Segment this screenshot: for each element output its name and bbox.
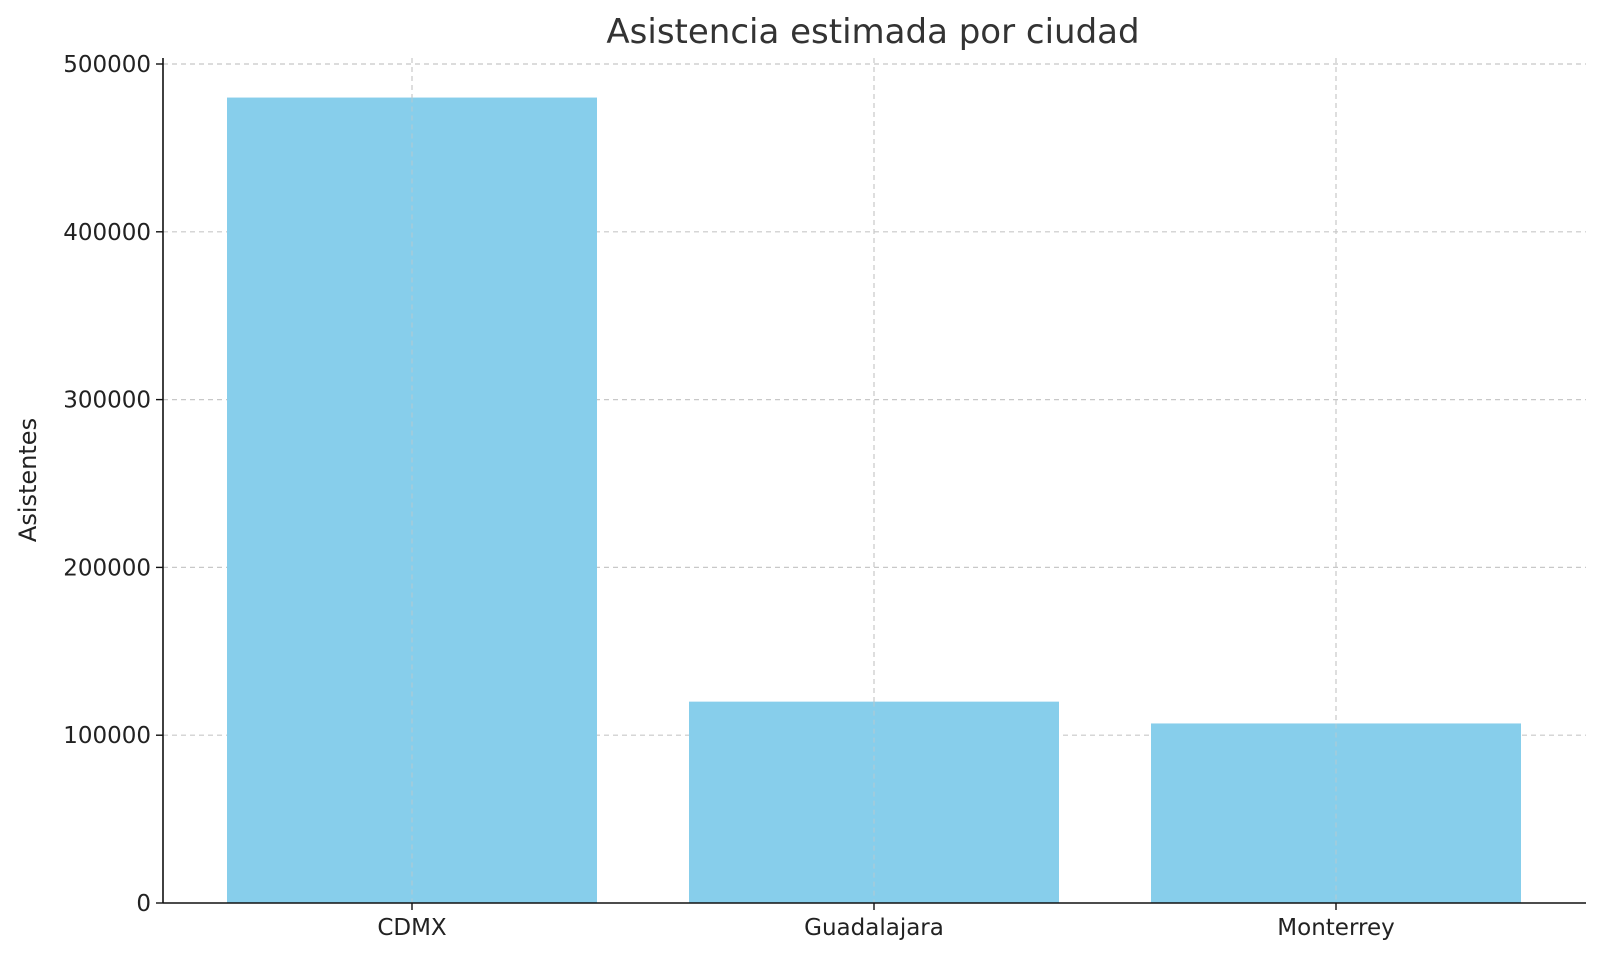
x-tick-label: Guadalajara xyxy=(804,915,944,941)
x-tick-label: CDMX xyxy=(377,915,447,941)
y-tick-label: 0 xyxy=(136,891,151,917)
bar-monterrey xyxy=(1151,723,1521,903)
y-tick-label: 400000 xyxy=(63,220,151,246)
x-tick-label: Monterrey xyxy=(1277,915,1394,941)
y-axis-label: Asistentes xyxy=(14,418,42,542)
ticks-layer: 0 100000 200000 300000 400000 500000 CDMX Guada… xyxy=(63,52,1395,941)
bar-cdmx xyxy=(227,97,597,903)
chart-title: Asistencia estimada por ciudad xyxy=(606,12,1139,52)
y-tick-label: 200000 xyxy=(63,555,151,581)
y-tick-label: 500000 xyxy=(63,52,151,78)
y-tick-label: 300000 xyxy=(63,388,151,414)
bars-layer xyxy=(227,97,1521,903)
y-tick-label: 100000 xyxy=(63,723,151,749)
